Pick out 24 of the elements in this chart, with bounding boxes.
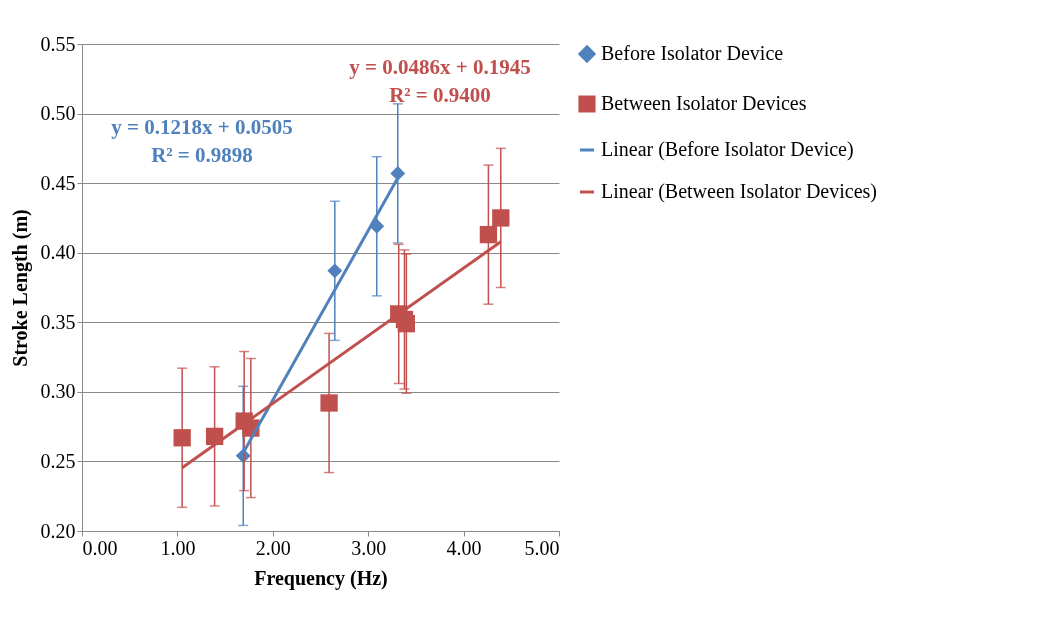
- annotation: R² = 0.9898: [151, 143, 253, 167]
- annotation: y = 0.1218x + 0.0505: [111, 115, 293, 139]
- y-tick-label: 0.55: [40, 32, 76, 55]
- y-tick-label: 0.30: [40, 380, 76, 403]
- legend-label: Before Isolator Device: [601, 42, 784, 64]
- x-axis-title: Frequency (Hz): [254, 566, 388, 590]
- y-tick-label: 0.40: [40, 241, 76, 264]
- y-tick-label: 0.25: [40, 449, 76, 472]
- x-tick-label: 1.00: [160, 536, 196, 559]
- x-tick-label: 2.00: [255, 536, 291, 559]
- x-tick-label: 3.00: [351, 536, 387, 559]
- x-tick-label: 4.00: [446, 536, 482, 559]
- legend-label: Linear (Between Isolator Devices): [601, 180, 877, 203]
- legend-label: Between Isolator Devices: [601, 92, 807, 114]
- y-tick-label: 0.35: [40, 310, 76, 333]
- legend-label: Linear (Before Isolator Device): [601, 138, 854, 161]
- y-axis-title: Stroke Length (m): [8, 209, 32, 367]
- annotation: R² = 0.9400: [389, 83, 491, 107]
- x-tick-label: 0.00: [82, 536, 118, 559]
- y-tick-label: 0.45: [40, 171, 76, 194]
- annotation: y = 0.0486x + 0.1945: [349, 55, 531, 79]
- y-tick-label: 0.20: [40, 519, 76, 542]
- x-tick-label: 5.00: [524, 536, 560, 559]
- y-tick-label: 0.50: [40, 102, 76, 125]
